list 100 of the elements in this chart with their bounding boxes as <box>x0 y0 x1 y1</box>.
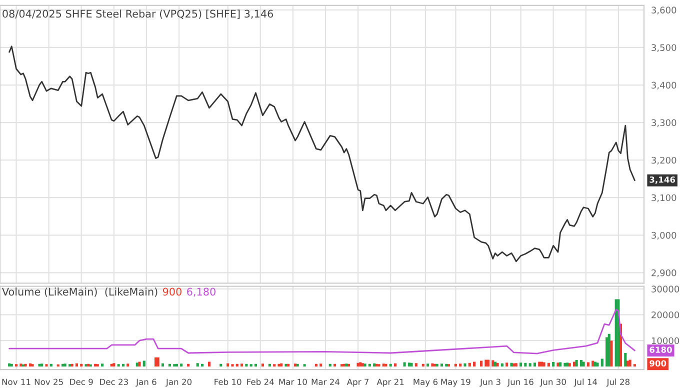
bar <box>422 364 424 366</box>
bar <box>610 340 613 366</box>
annotation: 6180 <box>650 346 672 353</box>
bar <box>94 364 97 366</box>
bar <box>294 364 297 366</box>
bar <box>486 360 490 366</box>
bar <box>245 364 248 366</box>
bar <box>540 362 543 366</box>
x-tick-label: Mar 24 <box>312 378 340 386</box>
bar <box>524 362 527 366</box>
bar <box>154 357 158 366</box>
x-tick-label: Mar 10 <box>279 378 307 386</box>
chart-title: Volume (LikeMain) (LikeMain) <box>2 288 158 297</box>
bar <box>364 364 366 366</box>
bar <box>208 362 211 366</box>
y-tick-label: 3,300 <box>652 119 676 128</box>
bar <box>403 362 406 366</box>
bar <box>296 364 299 366</box>
x-tick-label: Nov 25 <box>34 378 63 386</box>
y-tick-label: 3,500 <box>652 44 676 52</box>
bar <box>24 364 27 366</box>
bar <box>40 364 44 366</box>
y-tick-label: 3,600 <box>652 6 676 14</box>
bar <box>626 360 630 366</box>
bar <box>628 360 632 366</box>
bar <box>8 363 11 366</box>
x-tick-label: Jan 20 <box>166 378 192 387</box>
bar <box>226 363 230 366</box>
annotation: 900 <box>162 288 182 296</box>
bar <box>520 362 522 366</box>
bar <box>431 363 434 366</box>
bar <box>436 364 438 366</box>
y-tick-label: 20000 <box>652 311 680 318</box>
bar <box>101 364 104 366</box>
bar <box>261 364 264 366</box>
bar <box>600 358 604 366</box>
annotation: 900 <box>650 360 666 367</box>
annotation: 3,146 <box>650 176 676 184</box>
bar <box>138 362 141 366</box>
bar <box>582 362 585 366</box>
y-tick-label: 3,000 <box>652 232 676 240</box>
x-tick-label: Jun 30 <box>540 378 566 387</box>
bar <box>220 364 222 366</box>
bar <box>240 364 244 366</box>
bar <box>156 357 160 366</box>
bar <box>389 364 392 366</box>
bar <box>514 363 518 366</box>
bar <box>624 353 627 366</box>
y-tick-label: 10000 <box>652 337 680 344</box>
bar <box>200 364 204 366</box>
x-tick-label: May 19 <box>441 378 470 387</box>
x-tick-label: Jul 14 <box>574 378 598 387</box>
bar <box>459 364 462 366</box>
bar <box>542 362 546 366</box>
bar <box>547 362 550 366</box>
bar <box>175 364 178 366</box>
x-tick-label: Jan 6 <box>136 378 156 387</box>
bar <box>278 364 280 366</box>
bar <box>280 363 283 366</box>
bar <box>410 362 413 366</box>
annotation: 6,180 <box>187 288 216 297</box>
x-tick-label: Apr 21 <box>376 378 404 387</box>
bar <box>38 364 41 366</box>
bar <box>314 364 318 366</box>
bar <box>180 364 183 366</box>
bar <box>70 364 74 366</box>
bar <box>433 364 436 366</box>
bar <box>496 362 499 366</box>
x-tick-label: Dec 9 <box>70 378 93 386</box>
bar <box>596 362 599 366</box>
bar <box>284 364 288 366</box>
line-series <box>8 46 636 262</box>
bar <box>320 364 322 366</box>
bar <box>61 364 64 366</box>
bar <box>328 364 332 366</box>
x-tick-label: Nov 11 <box>2 378 30 386</box>
y-tick-label: 3,400 <box>652 82 676 90</box>
x-tick-label: Feb 10 <box>214 378 242 386</box>
bar <box>142 360 146 366</box>
bar <box>484 360 488 366</box>
bar <box>50 364 52 366</box>
bar <box>606 337 608 366</box>
bar <box>468 362 471 366</box>
bar <box>236 364 238 366</box>
bar <box>473 362 476 366</box>
bar <box>426 364 430 366</box>
bar <box>345 364 348 366</box>
bar <box>500 363 504 366</box>
bar <box>122 364 124 366</box>
bar <box>575 360 578 366</box>
bar <box>464 363 466 366</box>
x-tick-label: Jul 28 <box>606 378 630 387</box>
bar <box>506 362 508 366</box>
bar <box>538 362 541 366</box>
bar <box>586 362 590 366</box>
x-tick-label: Jun 3 <box>480 378 500 387</box>
bar <box>528 363 532 366</box>
y-tick-label: 2,900 <box>652 269 676 278</box>
bar <box>414 363 418 366</box>
x-tick-label: May 6 <box>414 378 438 387</box>
